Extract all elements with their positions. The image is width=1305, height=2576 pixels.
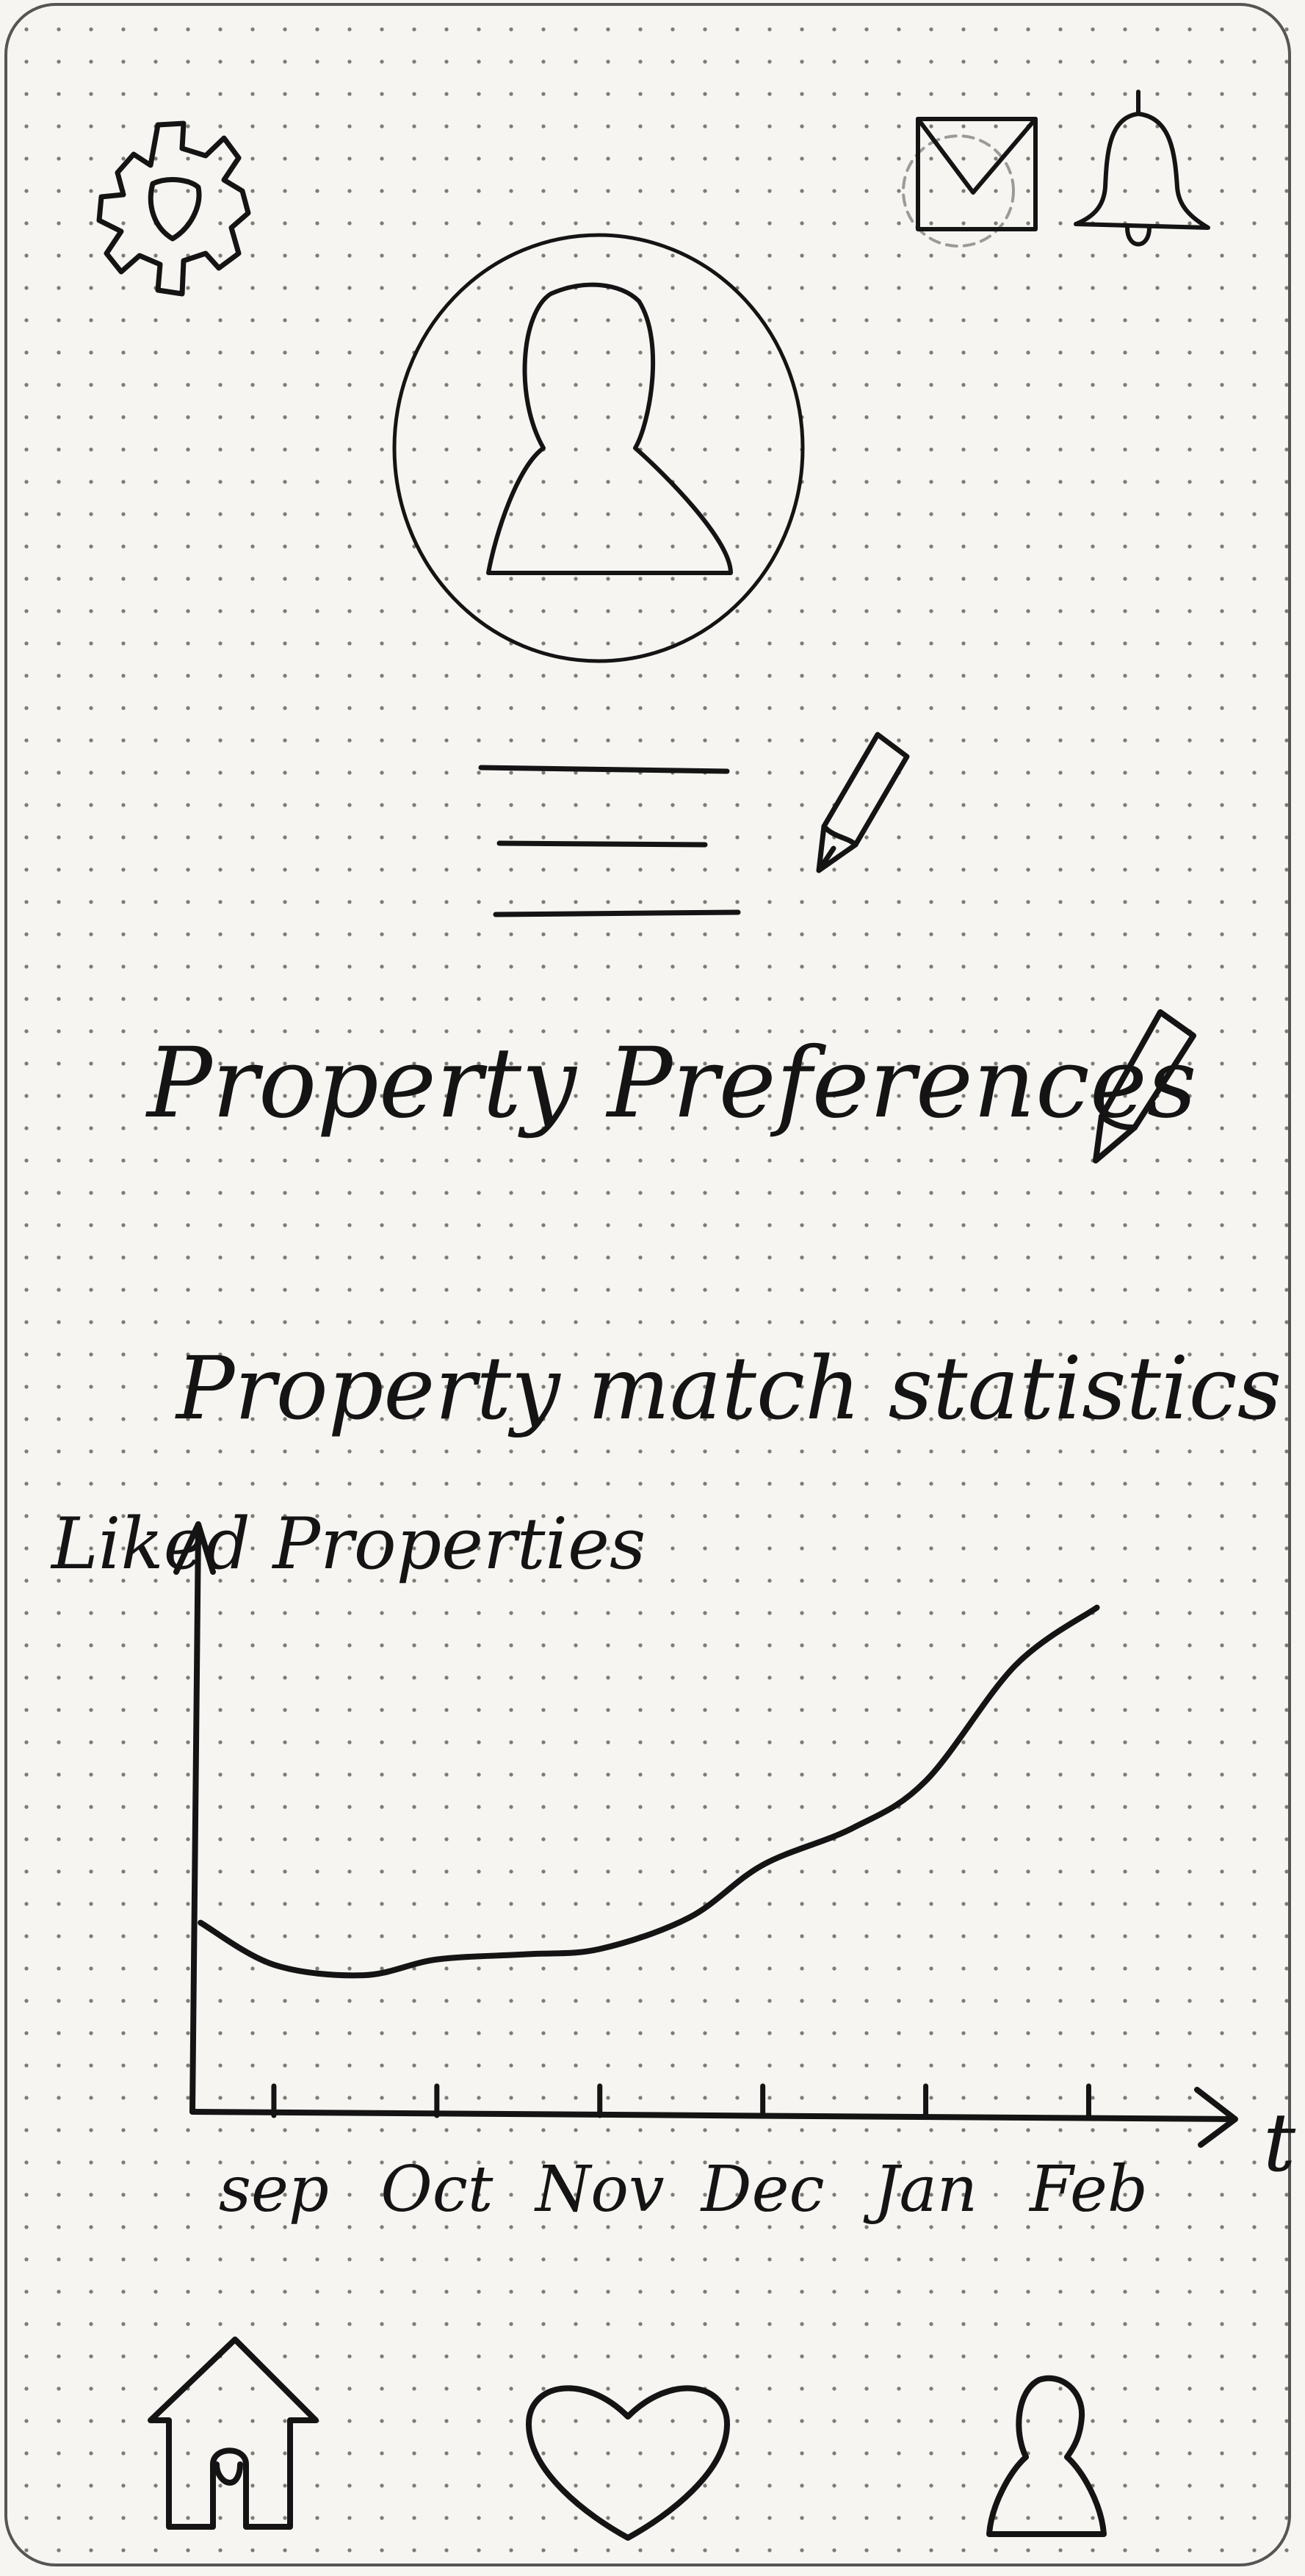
property-preferences-label[interactable]: Property Preferences bbox=[147, 1027, 1197, 1140]
x-axis bbox=[189, 2109, 1237, 2122]
x-axis-label: t bbox=[1263, 2096, 1296, 2190]
user-avatar-icon[interactable] bbox=[386, 231, 811, 672]
x-tick-label-feb: Feb bbox=[1028, 2153, 1148, 2226]
bell-icon[interactable] bbox=[1069, 84, 1223, 268]
gear-icon[interactable] bbox=[88, 110, 264, 331]
y-axis-label: Liked Properties bbox=[50, 1503, 646, 1585]
y-axis bbox=[189, 1525, 201, 2115]
heart-icon[interactable] bbox=[521, 2369, 734, 2545]
edit-preferences-pencil-icon[interactable] bbox=[1087, 1006, 1204, 1168]
series-line-0 bbox=[198, 1604, 1100, 1979]
profile-name-lines bbox=[478, 765, 741, 917]
liked-properties-chart: sep Oct Nov Dec Jan Feb Liked Properties t bbox=[50, 1503, 1296, 2226]
user-icon[interactable] bbox=[980, 2369, 1113, 2545]
phone-frame bbox=[4, 3, 1291, 2566]
x-tick-label-jan: Jan bbox=[863, 2153, 977, 2226]
x-tick-label-dec: Dec bbox=[700, 2153, 825, 2226]
x-tick-label-sep: sep bbox=[219, 2153, 329, 2226]
edit-profile-pencil-icon[interactable] bbox=[808, 727, 918, 874]
home-icon[interactable] bbox=[143, 2336, 319, 2534]
x-tick-label-nov: Nov bbox=[534, 2153, 665, 2226]
x-tick-label-oct: Oct bbox=[380, 2153, 494, 2226]
x-axis-arrow bbox=[1194, 2087, 1238, 2148]
stats-title: Property match statistics bbox=[176, 1338, 1282, 1439]
y-axis-arrow bbox=[173, 1521, 216, 1575]
envelope-icon[interactable] bbox=[889, 110, 1058, 294]
